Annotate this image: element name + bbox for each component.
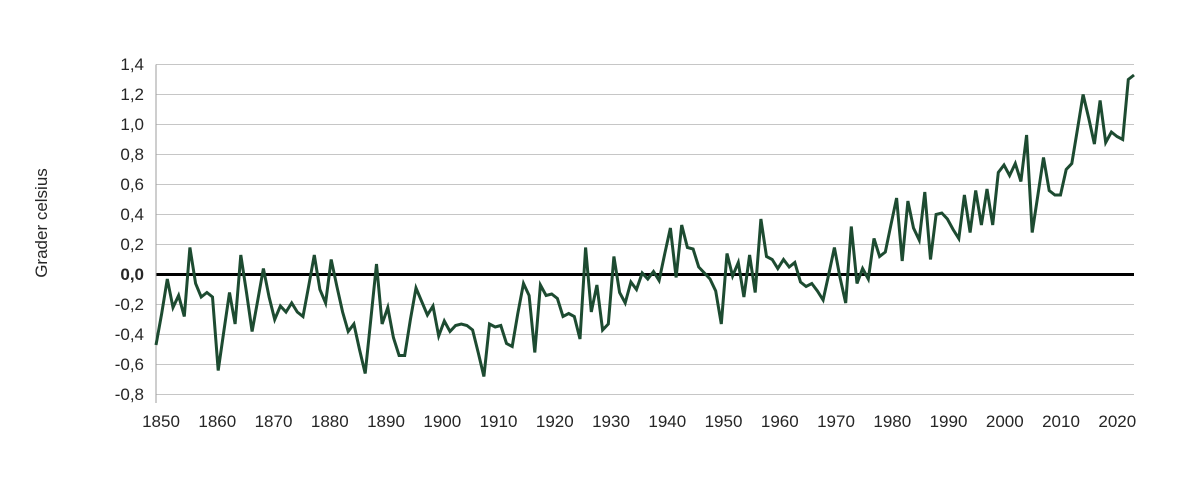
x-tick-label: 1980: [873, 412, 912, 431]
x-tick-label: 1940: [648, 412, 687, 431]
x-tick-label: 1850: [142, 412, 180, 431]
x-tick-label: 1890: [367, 412, 405, 431]
x-tick-label: 1950: [704, 412, 743, 431]
x-tick-label: 2000: [985, 412, 1024, 431]
x-tick-label: 1860: [198, 412, 237, 431]
x-tick-label: 2010: [1042, 412, 1080, 431]
y-tick-label: 1,2: [120, 84, 144, 104]
x-tick-label: 1990: [929, 412, 968, 431]
y-tick-label: -0,4: [114, 324, 144, 344]
y-tick-label: 0,2: [120, 234, 144, 254]
y-tick-label: 0,8: [120, 144, 144, 164]
y-tick-label: 0,6: [120, 174, 144, 194]
x-tick-label: 1900: [423, 412, 462, 431]
x-tick-label: 1970: [817, 412, 855, 431]
y-tick-label: -0,6: [114, 354, 144, 374]
x-tick-label: 1880: [310, 412, 349, 431]
temperature-series-line: [154, 73, 1135, 377]
x-tick-label: 1930: [592, 412, 630, 431]
y-axis-title-text: Grader celsius: [32, 168, 51, 278]
x-tick-label: 1960: [760, 412, 799, 431]
y-tick-label: 1,0: [120, 114, 144, 134]
x-tick-label: 2020: [1098, 412, 1137, 431]
x-tick-label: 1920: [535, 412, 574, 431]
x-tick-label: 1870: [254, 412, 293, 431]
y-tick-label: 1,4: [120, 54, 144, 74]
x-tick-label: 1910: [479, 412, 518, 431]
y-tick-label: -0,8: [114, 384, 144, 404]
y-tick-label: -0,2: [114, 294, 144, 314]
y-tick-label: 0,0: [120, 264, 144, 284]
y-tick-label: 0,4: [120, 204, 144, 224]
